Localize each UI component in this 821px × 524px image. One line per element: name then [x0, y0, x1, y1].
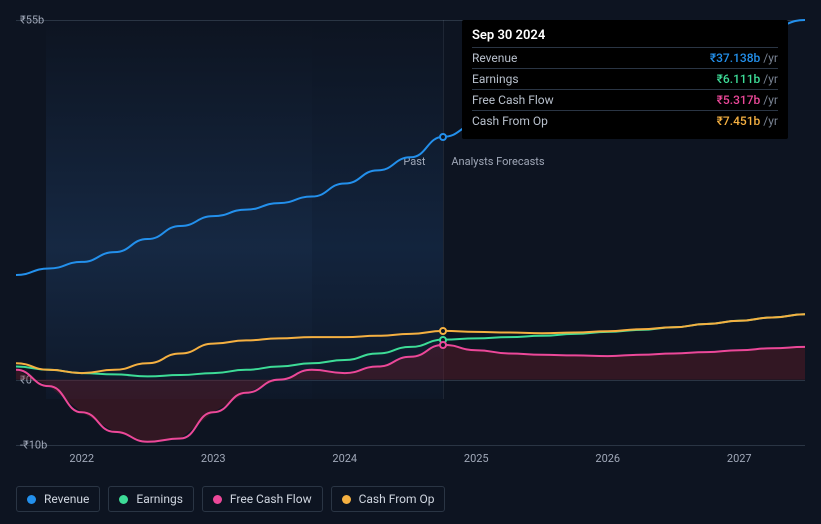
tooltip-label: Revenue [472, 50, 517, 66]
gridline [16, 445, 805, 446]
tooltip-label: Cash From Op [472, 113, 548, 129]
x-axis-label: 2027 [727, 452, 752, 465]
marker-cfo [439, 327, 447, 335]
x-axis-label: 2022 [69, 452, 94, 465]
legend-swatch [213, 495, 222, 504]
legend-swatch [27, 495, 36, 504]
marker-fcf [439, 341, 447, 349]
tooltip-value: ₹37.138b/yr [710, 50, 778, 66]
tooltip-label: Earnings [472, 71, 519, 87]
x-axis-label: 2023 [201, 452, 226, 465]
legend-label: Free Cash Flow [230, 492, 312, 506]
tooltip-row: Free Cash Flow ₹5.317b/yr [472, 89, 778, 110]
tooltip: Sep 30 2024 Revenue ₹37.138b/yr Earnings ₹6… [462, 20, 788, 139]
legend: Revenue Earnings Free Cash Flow Cash From O… [16, 486, 445, 512]
tooltip-label: Free Cash Flow [472, 92, 554, 108]
legend-item-cfo[interactable]: Cash From Op [331, 486, 446, 512]
tooltip-row: Revenue ₹37.138b/yr [472, 47, 778, 68]
tooltip-value: ₹5.317b/yr [717, 92, 778, 108]
tooltip-row: Earnings ₹6.111b/yr [472, 68, 778, 89]
legend-item-revenue[interactable]: Revenue [16, 486, 100, 512]
legend-label: Revenue [44, 492, 89, 506]
legend-label: Cash From Op [359, 492, 435, 506]
tooltip-row: Cash From Op ₹7.451b/yr [472, 110, 778, 131]
fcf-area [16, 345, 805, 442]
legend-label: Earnings [136, 492, 183, 506]
legend-swatch [342, 495, 351, 504]
x-axis-label: 2024 [332, 452, 357, 465]
x-axis-label: 2025 [464, 452, 489, 465]
tooltip-value: ₹6.111b/yr [717, 71, 778, 87]
legend-item-earnings[interactable]: Earnings [108, 486, 194, 512]
x-axis-label: 2026 [595, 452, 620, 465]
legend-swatch [119, 495, 128, 504]
tooltip-value: ₹7.451b/yr [717, 113, 778, 129]
marker-revenue [439, 133, 447, 141]
legend-item-fcf[interactable]: Free Cash Flow [202, 486, 323, 512]
tooltip-title: Sep 30 2024 [472, 28, 778, 47]
